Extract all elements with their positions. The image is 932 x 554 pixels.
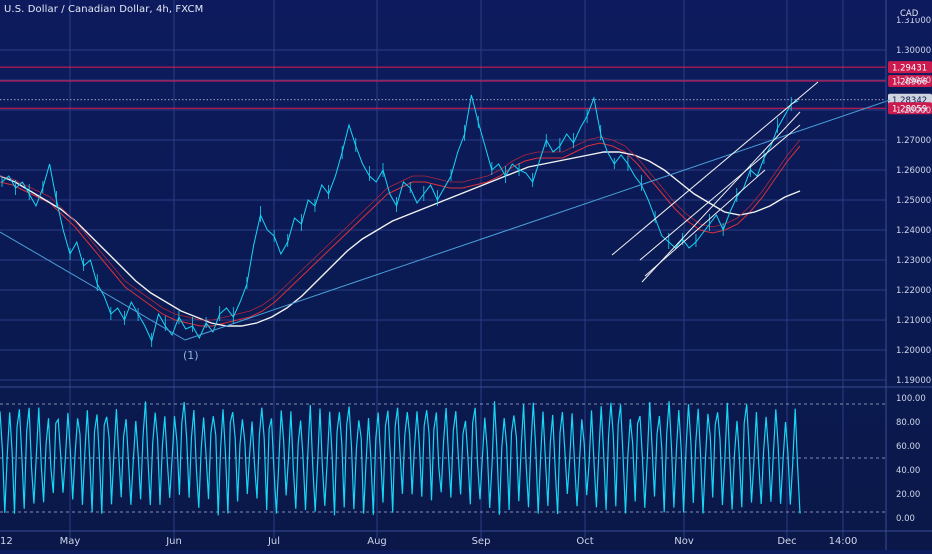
price-layer: (1)	[1, 94, 799, 362]
x-tick-label: Nov	[674, 536, 694, 547]
y-tick-label: 1.30000	[896, 46, 931, 56]
oscillator-tick-label: 60.00	[896, 442, 920, 452]
moving-average-mid	[0, 136, 801, 321]
ascending-trendline	[184, 99, 891, 341]
oscillator-tick-label: 40.00	[896, 466, 920, 476]
moving-average-layer	[0, 136, 801, 327]
wave-annotation: (1)	[183, 349, 199, 362]
price-level-label: 1.28342	[892, 96, 927, 106]
price-level-label: 1.29431	[892, 64, 927, 74]
oscillator-layer: 0.00 20.00 40.00 60.00 80.00 100.00	[0, 394, 926, 524]
channel-mid-line	[639, 124, 801, 261]
y-tick-label: 1.20000	[896, 346, 931, 356]
y-tick-label: 1.26000	[896, 166, 931, 176]
oscillator-tick-label: 0.00	[896, 514, 915, 524]
x-tick-label: Jun	[165, 536, 182, 547]
y-tick-label: 1.21000	[896, 316, 931, 326]
price-level-label: 1.28966	[892, 78, 927, 88]
oscillator-tick-label: 20.00	[896, 490, 920, 500]
y-tick-label: 1.25000	[896, 196, 931, 206]
currency-badge	[899, 8, 921, 18]
moving-average-fast	[0, 142, 801, 327]
x-tick-label: Aug	[367, 536, 387, 547]
y-tick-label: 1.27000	[896, 136, 931, 146]
x-tick-label: May	[60, 536, 81, 547]
oscillator-tick-label: 100.00	[896, 394, 926, 404]
y-tick-label: 1.28000	[896, 106, 931, 116]
x-tick-label: 12	[0, 536, 13, 547]
price-level-badge	[888, 102, 932, 115]
x-tick-label: Oct	[576, 536, 593, 547]
y-tick-label: 1.29000	[896, 76, 931, 86]
oscillator-tick-label: 80.00	[896, 418, 920, 428]
trendline-layer	[0, 81, 891, 341]
channel-lower-line	[641, 111, 801, 283]
x-tick-label: Sep	[472, 536, 491, 547]
price-level-badge	[888, 75, 932, 88]
channel-upper-line	[611, 81, 819, 256]
price-level-label: 1.28059	[892, 105, 927, 115]
y-tick-label: 1.19000	[896, 376, 931, 386]
x-tick-label: Jul	[267, 536, 280, 547]
y-tick-label: 1.24000	[896, 226, 931, 236]
y-tick-label: 1.22000	[896, 286, 931, 296]
chart-title: U.S. Dollar / Canadian Dollar, 4h, FXCM	[4, 4, 204, 15]
grid-layer	[0, 0, 886, 538]
channel-inner-line	[644, 169, 766, 277]
oscillator-line	[0, 401, 801, 516]
price-level-badge	[888, 61, 932, 74]
currency-label: CAD	[900, 9, 919, 19]
y-tick-label: 1.23000	[896, 256, 931, 266]
descending-trendline	[0, 231, 186, 341]
moving-average-slow	[0, 151, 801, 327]
y-tick-label: 1.31000	[896, 16, 931, 26]
x-tick-label: 14:00	[829, 536, 858, 547]
x-tick-label: Dec	[777, 536, 796, 547]
